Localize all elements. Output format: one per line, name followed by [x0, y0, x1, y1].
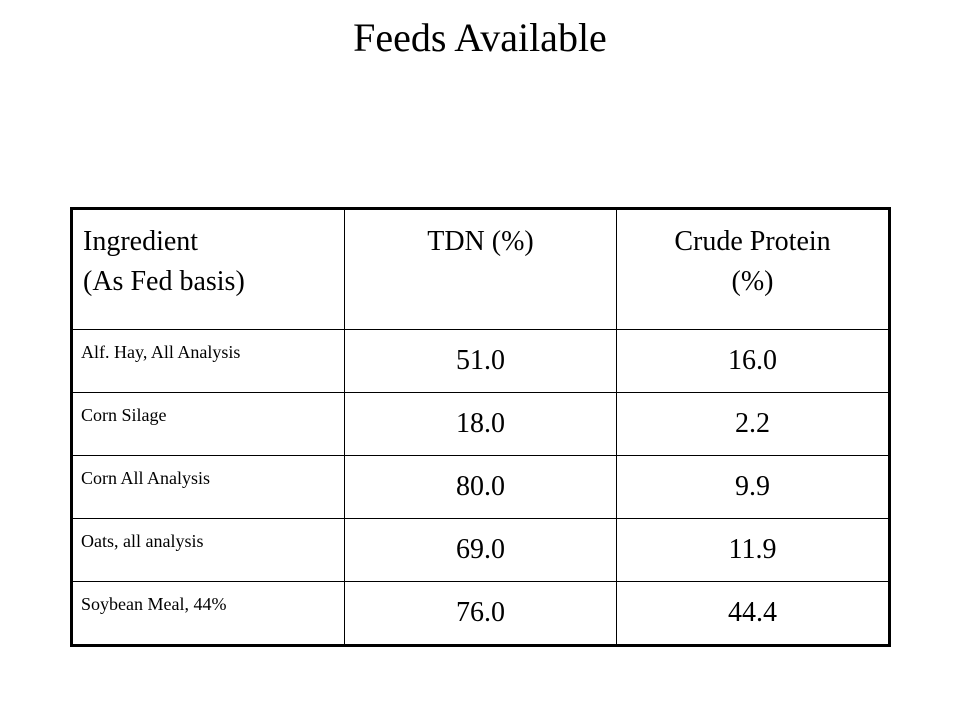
ingredient-cell: Soybean Meal, 44%	[71, 581, 345, 646]
ingredient-cell: Corn Silage	[71, 392, 345, 456]
page-title: Feeds Available	[353, 15, 607, 60]
protein-cell: 44.4	[616, 581, 890, 646]
tdn-cell: 51.0	[344, 329, 617, 393]
ingredient-cell: Alf. Hay, All Analysis	[71, 329, 345, 393]
protein-cell: 16.0	[616, 329, 890, 393]
header-protein-line2: (%)	[731, 266, 774, 297]
protein-cell: 11.9	[616, 518, 890, 582]
tdn-cell: 18.0	[344, 392, 617, 456]
table-row: Oats, all analysis 69.0 11.9	[71, 518, 890, 582]
header-tdn-label: TDN (%)	[427, 226, 534, 257]
header-ingredient-line1: Ingredient	[83, 226, 199, 257]
header-ingredient-line2: (As Fed basis)	[83, 266, 245, 297]
table-row: Soybean Meal, 44% 76.0 44.4	[71, 581, 890, 646]
tdn-cell: 76.0	[344, 581, 617, 646]
tdn-cell: 80.0	[344, 455, 617, 519]
table-row: Alf. Hay, All Analysis 51.0 16.0	[71, 329, 890, 393]
table-row: Corn All Analysis 80.0 9.9	[71, 455, 890, 519]
header-protein-line1: Crude Protein	[674, 226, 831, 257]
table-header-row: Ingredient (As Fed basis) TDN (%) Crude …	[71, 208, 890, 330]
ingredient-cell: Oats, all analysis	[71, 518, 345, 582]
header-ingredient: Ingredient (As Fed basis)	[71, 208, 345, 330]
protein-cell: 2.2	[616, 392, 890, 456]
ingredient-cell: Corn All Analysis	[71, 455, 345, 519]
header-tdn: TDN (%)	[344, 208, 617, 330]
table-row: Corn Silage 18.0 2.2	[71, 392, 890, 456]
protein-cell: 9.9	[616, 455, 890, 519]
feeds-table: Ingredient (As Fed basis) TDN (%) Crude …	[70, 207, 891, 647]
header-crude-protein: Crude Protein (%)	[616, 208, 890, 330]
tdn-cell: 69.0	[344, 518, 617, 582]
